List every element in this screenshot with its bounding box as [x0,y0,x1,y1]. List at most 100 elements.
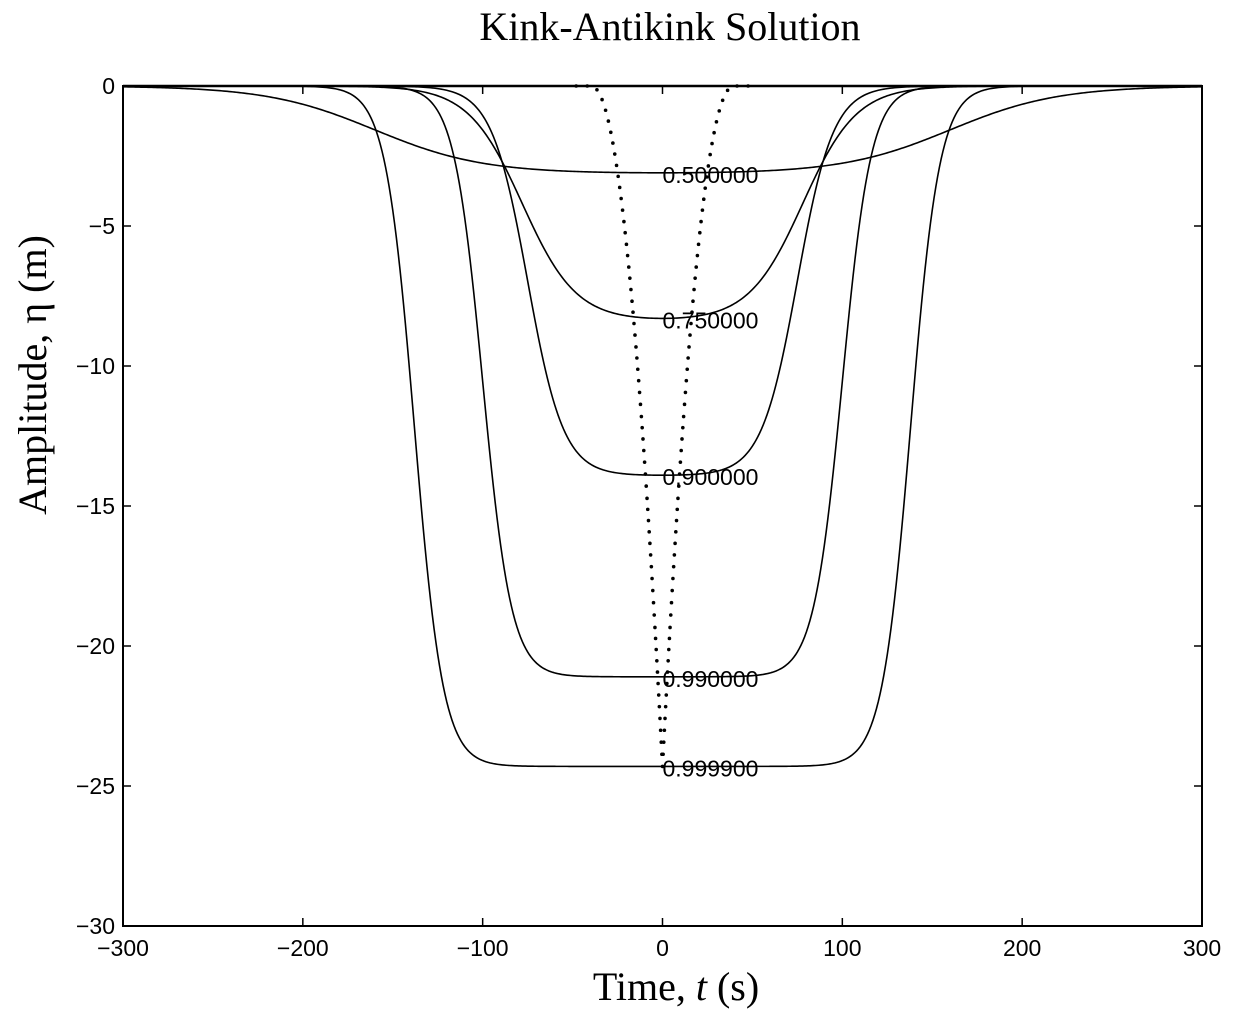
dotted-series-point [606,119,611,123]
dotted-series-point [662,728,667,733]
dotted-series-point [692,287,696,292]
dotted-series-point [624,242,629,247]
dotted-series-point [634,345,638,349]
dotted-series-point [694,265,699,269]
dotted-series-point [630,299,634,304]
dotted-series-point [714,120,719,124]
y-tick-label: −10 [76,353,115,379]
dotted-series-point [643,472,648,476]
x-axis-label-prefix: Time, [593,964,696,1009]
dotted-series-point [691,299,695,304]
dotted-series-point [690,310,694,315]
series-label: 0.750000 [663,307,759,333]
dotted-series-point [710,141,714,146]
plot-area: −300 −200 −100 0 100 200 300 0 −5 −10 −15 −20 −25 −30… [76,73,1221,961]
dotted-series-point [664,693,669,697]
dotted-series-point [670,588,675,593]
dotted-series-point [658,728,663,733]
y-tick-label: −30 [76,913,115,939]
dotted-series-point [674,530,678,534]
dotted-series-point [704,175,709,179]
dotted-series-point [659,740,664,744]
dotted-series-point [667,636,672,641]
dotted-series-point [680,437,684,441]
dotted-series-point [666,647,671,652]
dotted-series-point [735,84,739,88]
x-tick-label: 100 [823,935,861,961]
dotted-series-point [695,253,700,258]
dotted-series-point [639,414,644,419]
dotted-series-point [628,276,632,280]
dotted-series-point [614,163,619,168]
dotted-series-point [657,704,662,709]
x-axis-label-variable: t [696,964,708,1009]
dotted-series-point [712,130,716,135]
dotted-series-point [623,230,627,235]
dotted-series-point [663,704,668,709]
dotted-series-point [676,496,680,501]
dotted-series-point [682,402,687,407]
dotted-series-point [661,740,666,744]
dotted-series-point [612,152,617,156]
dotted-series-point [625,253,630,258]
dotted-series-point [673,541,677,546]
x-axis-label-suffix: (s) [707,964,759,1009]
dotted-series-point [619,196,623,201]
dotted-series-point [675,507,680,512]
dotted-series-point [706,164,711,168]
series-label: 0.990000 [663,666,759,692]
dotted-series-point [698,230,702,235]
dotted-series-point [658,716,662,721]
chart-title: Kink-Antikink Solution [479,4,860,49]
dotted-series-point [655,658,659,663]
dotted-series-point [644,484,649,488]
series-line [123,85,1202,768]
dotted-series-point [746,84,750,88]
dotted-series-point [674,518,679,523]
dotted-series-point [645,507,650,512]
dotted-series-point [668,613,673,617]
dotted-series-point [648,553,653,557]
dotted-series-point [656,681,660,686]
dotted-series-point [678,460,683,464]
dotted-series-point [717,109,722,113]
dotted-series-point [689,321,693,326]
dotted-series-point [699,219,703,224]
dotted-series-point [725,88,730,93]
dotted-series-point [703,186,708,190]
dotted-series-point [679,448,684,453]
x-tick-label: 0 [656,935,669,961]
dotted-series-point [595,87,599,92]
series-label: 0.999900 [663,755,759,781]
dotted-series-point [665,681,669,686]
dotted-series-point [655,670,660,674]
dotted-series-point [626,265,631,269]
dotted-series-point [617,185,622,190]
y-tick-label: −15 [76,493,115,519]
dotted-series-point [622,219,626,224]
dotted-series-point [685,367,690,372]
dotted-series-point [638,402,643,407]
dotted-series-point [637,390,642,395]
dotted-series-point [635,367,640,372]
series-label: 0.500000 [663,162,759,188]
dotted-series-point [611,141,615,145]
dotted-series-point [688,333,692,337]
dotted-series-point [693,276,697,280]
dotted-series-point [608,130,613,135]
x-tick-label: −100 [457,935,509,961]
dotted-series-point [656,693,661,697]
series-line [123,85,1202,320]
dotted-series-point [645,496,649,501]
dotted-series-point [671,564,676,569]
dotted-series-point [696,242,701,247]
x-tick-label: −200 [277,935,329,961]
dotted-series-point [600,97,604,102]
dotted-series-point [632,321,636,326]
axes-box [122,85,1203,927]
dotted-series-point [650,588,655,593]
dotted-series-point [629,287,633,292]
dotted-series-point [651,600,656,605]
dotted-series-point [635,356,639,360]
